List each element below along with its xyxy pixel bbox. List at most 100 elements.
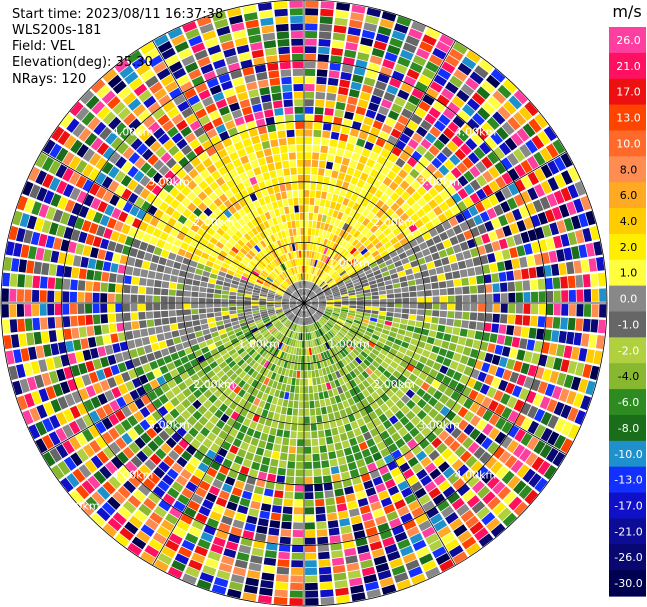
ppi-cell [345, 190, 353, 199]
ppi-cell [573, 198, 584, 213]
ppi-cell [429, 81, 443, 93]
ppi-cell [432, 235, 442, 244]
ppi-cell [322, 184, 329, 192]
ppi-cell [359, 275, 367, 282]
ppi-cell [425, 27, 441, 40]
ppi-cell [432, 296, 440, 303]
ppi-cell [347, 244, 354, 253]
ppi-cell [330, 217, 336, 226]
ppi-cell [479, 254, 489, 265]
ppi-cell [372, 179, 382, 189]
colorbar-tick-label: 26.0 [616, 34, 641, 47]
ppi-cell [439, 177, 451, 188]
ppi-cell [419, 241, 428, 251]
ppi-cell [349, 258, 357, 265]
ppi-cell [424, 290, 432, 297]
ppi-cell [313, 205, 319, 214]
ppi-cell [414, 251, 424, 260]
ppi-cell [390, 192, 400, 202]
ppi-cell [304, 174, 311, 182]
ppi-cell [318, 206, 324, 214]
ppi-cell [384, 187, 394, 197]
ppi-cell [395, 196, 405, 207]
ppi-cell [574, 181, 586, 196]
ppi-cell [327, 208, 334, 217]
ppi-cell [351, 121, 362, 130]
ppi-cell [310, 182, 317, 190]
ppi-cell [336, 2, 351, 11]
ppi-cell [459, 241, 469, 251]
ppi-cell [478, 59, 494, 73]
ppi-cell [337, 268, 345, 275]
ppi-cell [366, 211, 375, 221]
ppi-cell [311, 299, 319, 302]
ppi-cell [462, 157, 474, 169]
ppi-cell [585, 210, 596, 226]
ppi-cell [459, 221, 470, 232]
ppi-cell [419, 263, 428, 272]
ppi-cell [403, 126, 415, 138]
ppi-cell [379, 294, 387, 299]
ppi-cell [441, 61, 456, 74]
ppi-cell [368, 102, 379, 112]
ppi-cell [321, 138, 330, 146]
ppi-cell [323, 207, 329, 216]
ppi-cell [344, 242, 351, 250]
ppi-cell [311, 228, 316, 236]
ppi-cell [402, 292, 410, 298]
ppi-cell [438, 249, 448, 258]
ppi-cell [336, 266, 343, 273]
ppi-cell [553, 190, 565, 205]
ppi-cell [542, 224, 552, 238]
ppi-cell [327, 154, 335, 163]
ppi-cell [308, 266, 312, 274]
ppi-cell [431, 252, 440, 261]
ppi-cell [331, 194, 339, 202]
ppi-cell [400, 49, 414, 61]
ppi-cell [360, 123, 371, 133]
ppi-cell [447, 101, 461, 114]
ppi-cell [486, 207, 497, 220]
ppi-cell [312, 267, 316, 275]
ppi-cell [338, 229, 345, 238]
ppi-cell [506, 236, 516, 248]
ppi-cell [381, 11, 397, 22]
ppi-cell [312, 220, 317, 229]
ppi-cell [311, 167, 318, 175]
ppi-cell [559, 203, 570, 218]
ppi-cell [415, 144, 427, 156]
ppi-cell [513, 269, 522, 280]
ppi-cell [331, 286, 338, 291]
ppi-cell [338, 238, 345, 246]
ppi-cell [366, 202, 375, 211]
ppi-cell [318, 46, 330, 55]
ppi-cell [430, 275, 438, 283]
ppi-cell [306, 281, 309, 289]
ppi-cell [370, 287, 379, 293]
ppi-cell [438, 133, 450, 145]
ppi-cell [422, 276, 431, 284]
ppi-cell [343, 263, 351, 270]
ppi-cell [547, 177, 559, 192]
ppi-cell [485, 303, 493, 313]
ppi-cell [567, 184, 579, 199]
ppi-cell [335, 278, 343, 284]
ppi-cell [319, 153, 327, 161]
ppi-cell [484, 284, 493, 293]
ppi-cell [391, 146, 402, 157]
ppi-cell [345, 142, 355, 152]
ppi-cell [589, 225, 600, 241]
ppi-cell [380, 237, 389, 245]
ppi-cell [402, 303, 410, 309]
ppi-cell [487, 253, 496, 263]
ppi-cell [325, 248, 331, 256]
ppi-cell [590, 273, 599, 287]
ppi-cell [450, 205, 461, 216]
ppi-cell [501, 121, 515, 136]
ppi-cell [415, 278, 423, 285]
ppi-cell [353, 263, 361, 270]
ppi-cell [332, 273, 339, 279]
ppi-cell [319, 300, 326, 303]
